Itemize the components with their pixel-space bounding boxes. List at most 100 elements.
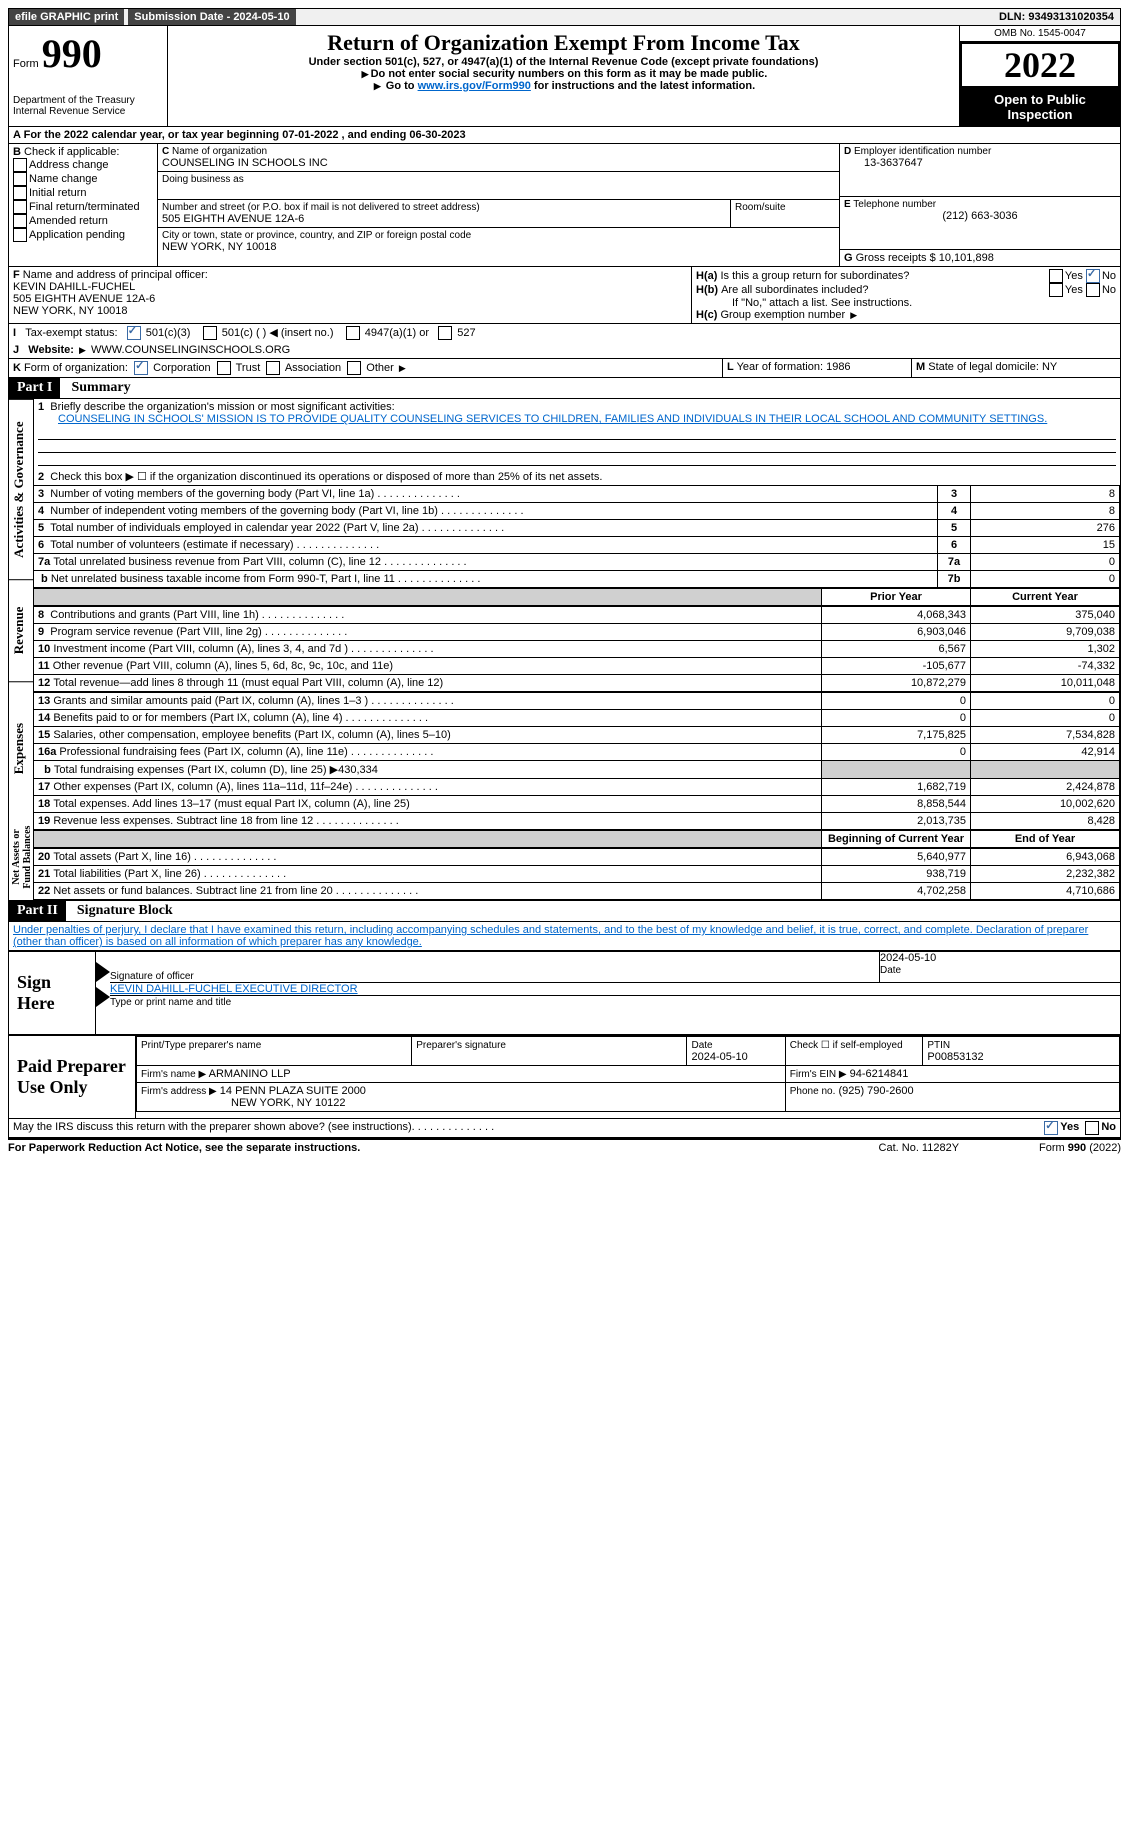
g-label: Gross receipts $ [856,252,939,264]
form-under: Under section 501(c), 527, or 4947(a)(1)… [172,56,955,68]
firm-addr-label: Firm's address ▶ [141,1086,217,1097]
firm-phone-label: Phone no. [790,1086,836,1097]
footer-form: Form 990 (2022) [1039,1142,1121,1154]
ptin-label: PTIN [927,1040,950,1051]
goto-post: for instructions and the latest informat… [531,80,755,92]
part1-title: Summary [63,380,130,395]
b-addr-change: Address change [29,159,109,171]
city-label: City or town, state or province, country… [162,230,835,241]
phone: (212) 663-3036 [844,210,1116,222]
penalties-text: Under penalties of perjury, I declare th… [8,922,1121,951]
hb-yes: Yes [1065,284,1083,296]
k-assoc: Association [285,362,341,374]
i-insert: (insert no.) [281,327,334,339]
gross-receipts: 10,101,898 [939,252,994,264]
d-label: Employer identification number [854,146,991,157]
firm-phone: (925) 790-2600 [838,1085,913,1097]
i-527: 527 [457,327,475,339]
firm-ein-label: Firm's EIN ▶ [790,1069,847,1080]
ha-q: Is this a group return for subordinates? [720,270,1048,282]
efile-print-button[interactable]: efile GRAPHIC print [9,9,124,25]
officer-street: 505 EIGHTH AVENUE 12A-6 [13,293,155,305]
discuss-yes: Yes [1060,1121,1079,1135]
hb-no: No [1102,284,1116,296]
e-label: Telephone number [853,199,936,210]
firm-addr1: 14 PENN PLAZA SUITE 2000 [220,1085,366,1097]
org-name: COUNSELING IN SCHOOLS INC [162,157,835,169]
part2-label: Part II [9,901,66,921]
officer-name-title: KEVIN DAHILL-FUCHEL EXECUTIVE DIRECTOR [110,983,358,995]
expenses-table: 13 Grants and similar amounts paid (Part… [34,692,1120,830]
street-label: Number and street (or P.O. box if mail i… [162,202,726,213]
part2-title: Signature Block [69,903,173,918]
hb-q: Are all subordinates included? [721,284,1049,296]
col-eoy: End of Year [971,831,1120,848]
col-current-year: Current Year [971,589,1120,606]
domicile: NY [1042,361,1057,373]
street: 505 EIGHTH AVENUE 12A-6 [162,213,726,225]
line-a: A For the 2022 calendar year, or tax yea… [8,127,1121,144]
may-discuss: May the IRS discuss this return with the… [13,1121,412,1135]
dept-treasury: Department of the Treasury Internal Reve… [13,95,163,117]
col-prior-year: Prior Year [822,589,971,606]
sign-arrow-icon-2 [96,987,110,1007]
footer-cat: Cat. No. 11282Y [879,1142,960,1154]
k-trust: Trust [236,362,261,374]
website: WWW.COUNSELINGINSCHOOLS.ORG [91,344,290,356]
sig-date-val: 2024-05-10 [880,952,1120,964]
footer-pra: For Paperwork Reduction Act Notice, see … [8,1142,360,1154]
l-label: Year of formation: [737,361,826,373]
officer-name: KEVIN DAHILL-FUCHEL [13,281,135,293]
501c3-check [127,326,141,340]
k-corp: Corporation [153,362,210,374]
ptin-val: P00853132 [927,1051,983,1063]
i-501c: 501(c) ( ) [222,327,267,339]
sign-arrow-icon [96,962,110,982]
b-pending: Application pending [29,229,125,241]
line2: 2 Check this box ▶ ☐ if the organization… [34,468,1120,485]
b-label: Check if applicable: [24,146,119,158]
vlabel-na: Net Assets or Fund Balances [9,814,33,900]
name-title-label: Type or print name and title [110,997,231,1008]
sig-date-label: Date [880,965,901,976]
b-amended: Amended return [29,215,108,227]
room-label: Room/suite [735,202,835,213]
i-4947: 4947(a)(1) or [365,327,429,339]
tax-year: 2022 [960,42,1120,88]
b-name-change: Name change [29,173,98,185]
c-name-label: Name of organization [172,146,267,157]
f-label: Name and address of principal officer: [23,269,208,281]
check-self-employed: Check ☐ if self-employed [790,1040,903,1051]
j-label: Website: [28,344,74,356]
ha-yes: Yes [1065,270,1083,282]
hc-q: Group exemption number [720,309,845,321]
sign-here-label: Sign Here [9,952,96,1034]
firm-name: ARMANINO LLP [209,1068,291,1080]
vlabel-rev: Revenue [9,579,33,681]
part1-label: Part I [9,378,60,398]
omb: OMB No. 1545-0047 [960,26,1120,42]
dba-label: Doing business as [162,174,835,185]
dln: DLN: 93493131020354 [993,9,1120,25]
revenue-table: 8 Contributions and grants (Part VIII, l… [34,606,1120,692]
form-title: Return of Organization Exempt From Incom… [172,30,955,56]
i-501c3: 501(c)(3) [146,327,191,339]
paid-date-val: 2024-05-10 [691,1051,747,1063]
vlabel-exp: Expenses [9,681,33,814]
k-other: Other [366,362,394,374]
city: NEW YORK, NY 10018 [162,241,835,253]
k-label: Form of organization: [24,362,128,374]
form-number: 990 [42,31,102,76]
mission-text: COUNSELING IN SCHOOLS' MISSION IS TO PRO… [38,413,1047,425]
discuss-no: No [1101,1121,1116,1135]
top-bar: efile GRAPHIC print Submission Date - 20… [8,8,1121,26]
form-word: Form [13,58,39,70]
b-final: Final return/terminated [29,201,140,213]
ha-no: No [1102,270,1116,282]
line1-q: Briefly describe the organization's miss… [50,401,394,413]
col-boy: Beginning of Current Year [822,831,971,848]
summary-table-ag: 3 Number of voting members of the govern… [34,485,1120,588]
irs-link[interactable]: www.irs.gov/Form990 [418,80,531,92]
nossn: Do not enter social security numbers on … [371,68,768,80]
netassets-table: 20 Total assets (Part X, line 16)5,640,9… [34,848,1120,900]
